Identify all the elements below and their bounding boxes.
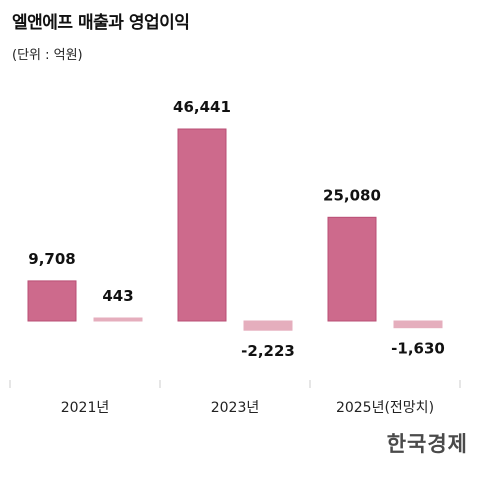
bar-revenue-2 bbox=[327, 216, 377, 322]
data-label-operating-profit-2: -1,630 bbox=[391, 340, 445, 358]
data-label-revenue-1: 46,441 bbox=[173, 98, 231, 116]
bar-operating-profit-2 bbox=[393, 320, 443, 329]
data-label-operating-profit-0: 443 bbox=[102, 287, 133, 305]
bar-operating-profit-0 bbox=[93, 317, 143, 322]
chart-title: 엘앤에프 매출과 영업이익 bbox=[12, 13, 190, 33]
bar-revenue-1 bbox=[177, 128, 227, 322]
publisher-logo: 한국경제 bbox=[386, 431, 468, 456]
unit-label: (단위 : 억원) bbox=[12, 48, 83, 63]
category-label-2: 2025년(전망치) bbox=[336, 400, 434, 416]
bar-revenue-0 bbox=[27, 280, 77, 322]
data-label-operating-profit-1: -2,223 bbox=[241, 342, 295, 360]
bar-operating-profit-1 bbox=[243, 320, 293, 331]
category-label-1: 2023년 bbox=[211, 400, 260, 416]
category-label-0: 2021년 bbox=[61, 400, 110, 416]
data-label-revenue-2: 25,080 bbox=[323, 186, 381, 204]
data-label-revenue-0: 9,708 bbox=[28, 250, 75, 268]
